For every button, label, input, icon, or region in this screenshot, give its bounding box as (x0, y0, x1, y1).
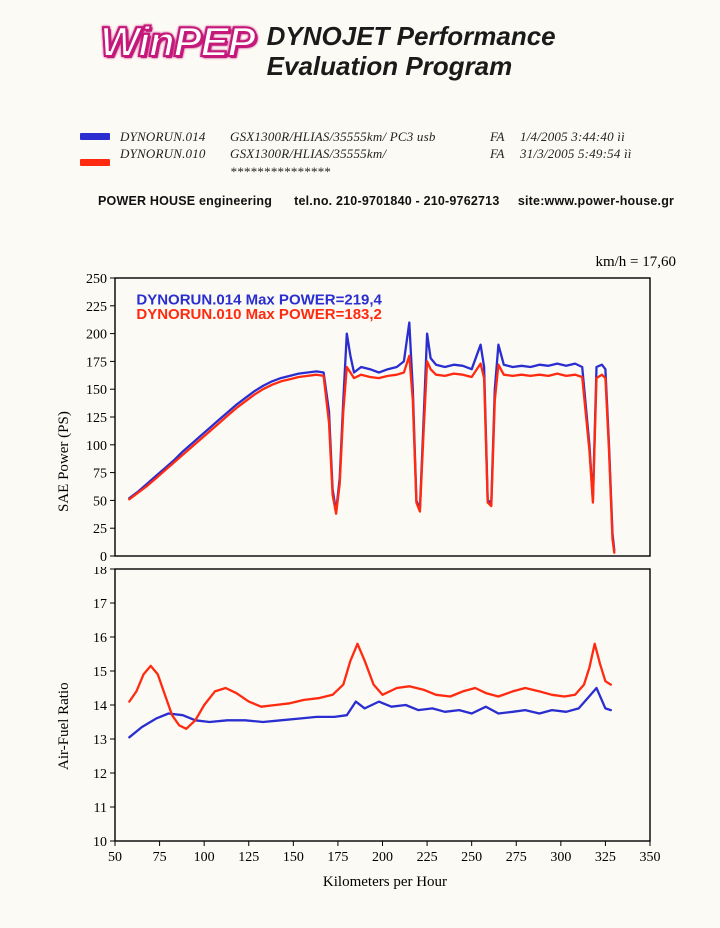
legend-desc: GSX1300R/HLIAS/35555km/ *************** (230, 145, 490, 180)
meta-row: POWER HOUSE engineering tel.no. 210-9701… (0, 180, 720, 208)
svg-text:125: 125 (86, 411, 107, 426)
svg-text:275: 275 (506, 850, 527, 865)
header-title-line1: DYNOJET Performance (267, 22, 556, 52)
tel-no: tel.no. 210-9701840 - 210-9762713 (294, 194, 499, 208)
svg-text:175: 175 (327, 850, 348, 865)
header-title: DYNOJET Performance Evaluation Program (267, 18, 556, 82)
svg-text:100: 100 (86, 439, 107, 454)
afr-ylabel: Air-Fuel Ratio (56, 682, 73, 770)
svg-text:150: 150 (283, 850, 304, 865)
legend-block: DYNORUN.014 GSX1300R/HLIAS/35555km/ PC3 … (0, 82, 720, 181)
svg-text:50: 50 (93, 494, 107, 509)
header-title-line2: Evaluation Program (267, 52, 556, 82)
svg-text:75: 75 (153, 850, 167, 865)
svg-text:225: 225 (417, 850, 438, 865)
legend-fa: FA (490, 128, 520, 146)
svg-text:225: 225 (86, 300, 107, 315)
svg-text:50: 50 (108, 850, 122, 865)
svg-text:150: 150 (86, 383, 107, 398)
legend-fa: FA (490, 145, 520, 180)
svg-text:18: 18 (93, 567, 107, 578)
svg-text:0: 0 (100, 550, 107, 562)
legend-date: 1/4/2005 3:44:40 ìì (520, 128, 680, 146)
legend-name: DYNORUN.014 (120, 128, 230, 146)
svg-text:75: 75 (93, 467, 107, 482)
legend-date: 31/3/2005 5:49:54 ìì (520, 145, 680, 180)
legend-desc: GSX1300R/HLIAS/35555km/ PC3 usb (230, 128, 490, 146)
legend-row: DYNORUN.010 GSX1300R/HLIAS/35555km/ ****… (80, 145, 720, 180)
legend-row: DYNORUN.014 GSX1300R/HLIAS/35555km/ PC3 … (80, 128, 720, 146)
svg-text:100: 100 (194, 850, 215, 865)
chart-area: SAE Power (PS) 0255075100125150175200225… (60, 272, 670, 891)
svg-text:175: 175 (86, 355, 107, 370)
svg-text:200: 200 (372, 850, 393, 865)
svg-text:16: 16 (93, 631, 107, 646)
legend-swatch-1 (80, 159, 110, 166)
xlabel: Kilometers per Hour (60, 874, 670, 891)
winpep-logo: WinPEP (100, 18, 255, 66)
kmh-readout: km/h = 17,60 (595, 254, 676, 271)
svg-text:17: 17 (93, 597, 107, 612)
svg-text:11: 11 (94, 801, 107, 816)
svg-text:13: 13 (93, 733, 107, 748)
legend-name: DYNORUN.010 (120, 145, 230, 180)
svg-text:300: 300 (550, 850, 571, 865)
svg-text:15: 15 (93, 665, 107, 680)
svg-text:250: 250 (461, 850, 482, 865)
company-name: POWER HOUSE engineering (98, 194, 272, 208)
svg-text:DYNORUN.010 Max POWER=183,2: DYNORUN.010 Max POWER=183,2 (136, 306, 382, 323)
svg-text:25: 25 (93, 522, 107, 537)
header-block: WinPEP DYNOJET Performance Evaluation Pr… (0, 0, 720, 82)
svg-text:12: 12 (93, 767, 107, 782)
afr-chart: 10 11 12 13 14 15 16 17 18 50 75 100 125 150 175 200 225… (60, 567, 670, 867)
svg-text:125: 125 (238, 850, 259, 865)
svg-text:10: 10 (93, 835, 107, 850)
svg-text:200: 200 (86, 328, 107, 343)
power-ylabel: SAE Power (PS) (56, 411, 73, 512)
svg-text:325: 325 (595, 850, 616, 865)
svg-text:350: 350 (640, 850, 661, 865)
site-url: site:www.power-house.gr (518, 194, 674, 208)
legend-swatch-0 (80, 133, 110, 140)
svg-text:14: 14 (93, 699, 107, 714)
svg-text:250: 250 (86, 272, 107, 287)
power-chart: 0255075100125150175200225250DYNORUN.014 … (60, 272, 670, 562)
